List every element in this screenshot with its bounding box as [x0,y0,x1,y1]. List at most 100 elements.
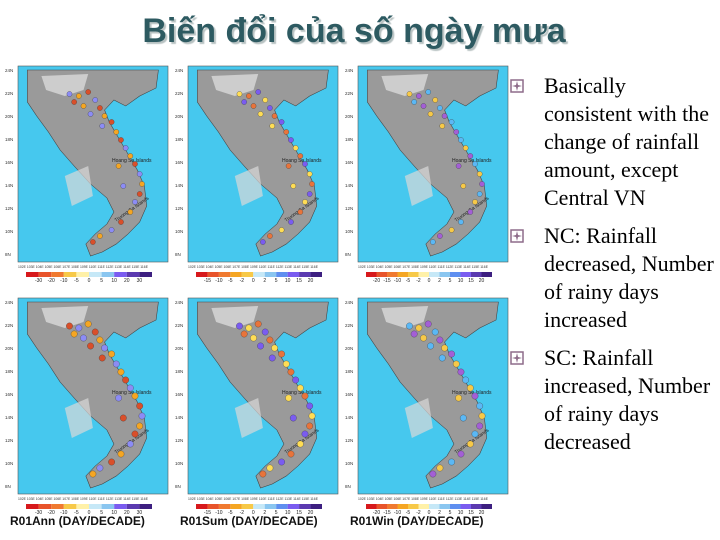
latitude-label: 24N [175,68,183,73]
station-dot [80,103,87,109]
station-dot [476,171,483,177]
station-dot [432,97,438,103]
station-dot [271,344,278,352]
scale-tick-label: -2 [240,278,245,282]
station-dot [112,360,120,368]
scale-tick-label: 10 [458,510,464,514]
station-dot [459,414,467,422]
land-area [27,301,159,489]
scale-swatch [276,272,288,277]
station-dot [87,111,94,117]
station-dot [240,330,248,338]
latitude-label: 24N [345,300,353,305]
station-dot [108,350,115,358]
station-dot [278,458,285,466]
scale-tick-label: -30 [35,278,42,282]
station-dot [452,360,460,368]
scale-swatch [387,272,398,277]
island-label: Hoang Sa Islands [282,390,322,396]
longitude-labels: 102E 103E 104E 105E 106E 107E 108E 109E … [188,265,319,269]
scale-tick-label: 10 [111,510,117,514]
latitude-label: 16N [175,160,183,165]
bullet-text: Basically consistent with the change of … [544,73,709,210]
latitude-label: 8N [175,484,181,489]
scale-tick-label: -5 [74,510,79,514]
scale-swatch [366,272,377,277]
station-dot [271,113,278,119]
latitude-label: 14N [175,183,183,188]
scale-tick-label: -10 [215,278,222,282]
station-dot [410,330,418,338]
station-dot [439,123,445,129]
scale-swatch [460,504,471,509]
scale-tick-label: 20 [479,278,485,282]
scale-swatch [376,504,387,509]
scale-swatch [397,272,408,277]
station-dot [427,111,434,117]
station-dot [84,320,92,328]
station-dot [136,422,144,430]
station-dot [448,350,455,358]
latitude-label: 24N [5,300,13,305]
station-dot [466,384,474,392]
scale-tick-label: 2 [438,510,441,514]
highland-area [404,398,433,438]
station-dot [136,191,143,197]
latitude-label: 14N [5,183,13,188]
bullet-list: Basically consistent with the change of … [506,72,716,466]
station-dot [66,91,73,97]
latitude-label: 20N [5,114,13,119]
scale-swatch [481,272,492,277]
scale-swatch [76,272,89,277]
highland-area [41,306,89,328]
station-dot [136,402,144,410]
bullet-item: Basically consistent with the change of … [506,72,716,212]
scale-swatch [26,504,39,509]
station-dot [122,145,129,151]
station-dot [479,181,485,187]
latitude-label: 8N [345,484,351,489]
station-dot [478,412,486,420]
scale-swatch [439,272,450,277]
station-dot [257,111,264,117]
station-dot [287,368,295,376]
scale-tick-label: 15 [468,278,474,282]
station-dot [457,450,465,458]
scale-tick-label: -10 [60,510,67,514]
station-dot [120,183,127,189]
scale-swatch [287,504,300,509]
scale-swatch [429,504,440,509]
highland-area [41,74,89,96]
latitude-label: 20N [5,346,13,351]
scale-swatch [114,504,127,509]
scale-tick-label: -5 [406,510,411,514]
station-dot [108,458,115,466]
station-dot [436,464,444,472]
station-dot [115,394,122,402]
station-dot [118,219,124,225]
latitude-label: 18N [345,137,353,142]
scale-swatch [264,272,277,277]
scale-tick-label: -5 [228,510,233,514]
station-dot [285,394,292,402]
station-dot [406,91,413,97]
scale-swatch [450,272,461,277]
latitude-label: 10N [5,229,13,234]
scale-tick-label: 10 [458,278,464,282]
scale-tick-label: -10 [60,278,67,282]
scale-swatch [114,272,127,277]
station-dot [437,233,443,239]
station-dot [308,412,316,420]
scale-tick-label: 5 [449,278,452,282]
scale-swatch [38,504,52,509]
station-dot [429,470,437,478]
scale-tick-label: 2 [263,510,266,514]
scale-swatch [196,272,208,277]
scale-tick-label: 15 [468,510,474,514]
scale-swatch [460,272,471,277]
scale-tick-label: 0 [88,278,91,282]
scale-tick-label: 30 [137,510,143,514]
station-dot [296,384,304,392]
latitude-label: 20N [345,346,353,351]
station-map-rainfall-winter: 24N 22N 20N 18N 16N 14N 12N 10N 8N 102E 103E 104E… [345,65,509,282]
